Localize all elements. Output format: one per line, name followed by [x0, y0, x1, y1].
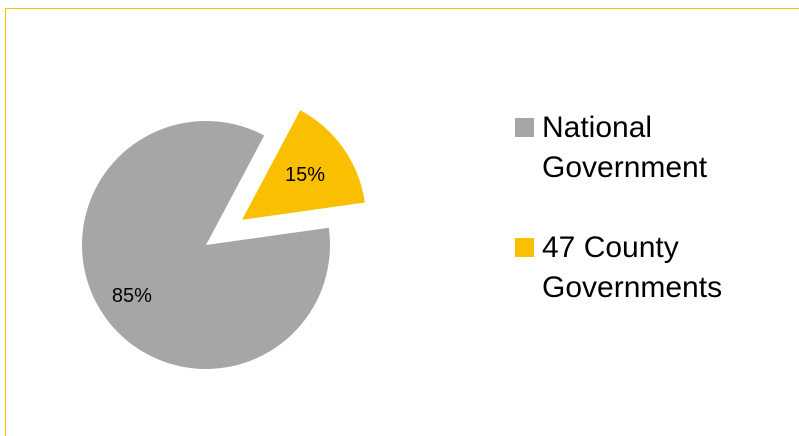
- slice-label-47-county-governments: 15%: [285, 164, 325, 186]
- legend-label-national-government: National Government: [542, 111, 708, 184]
- legend-item-county-governments: 47 County Governments: [515, 228, 795, 308]
- chart-frame: [5, 8, 799, 436]
- legend-swatch-national-government: [515, 118, 534, 137]
- pie-slice-47-county-governments: [242, 110, 365, 220]
- legend-label-county-governments: 47 County Governments: [542, 231, 723, 304]
- legend-item-national-government: National Government: [515, 108, 795, 188]
- legend: National Government 47 County Government…: [515, 108, 795, 348]
- slice-label-national-government: 85%: [112, 285, 152, 307]
- legend-swatch-county-governments: [515, 238, 534, 257]
- pie-slice-national-government: [81, 121, 331, 369]
